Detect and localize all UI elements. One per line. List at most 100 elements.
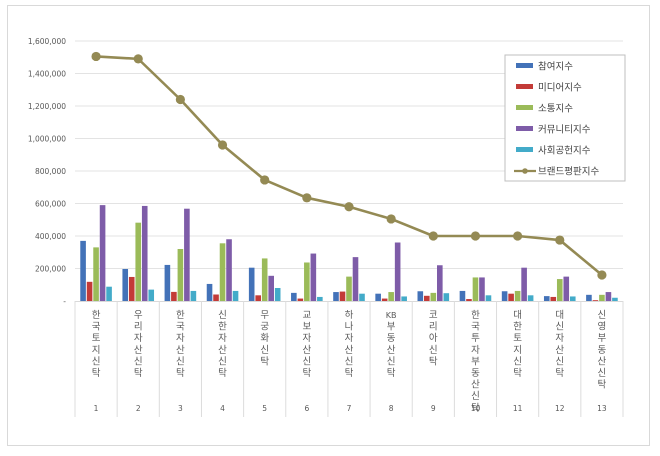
bar	[605, 292, 612, 301]
line-marker	[513, 231, 523, 241]
bar	[177, 249, 184, 301]
bar-series	[80, 205, 618, 301]
category-number: 9	[431, 404, 436, 413]
legend-swatch	[516, 63, 533, 68]
line-series-brand-reputation	[91, 51, 607, 280]
line-marker	[91, 51, 101, 62]
bar	[586, 294, 592, 301]
bar	[424, 295, 430, 301]
bar	[232, 290, 239, 301]
bar	[333, 292, 339, 301]
bar	[164, 264, 171, 301]
bar	[556, 279, 563, 301]
bar	[417, 291, 424, 301]
category-number: 11	[513, 404, 523, 413]
x-axis: 한 국 토 지 신 탁 1 우 리 자 산 신 탁 2 한 국 자 산 신 탁 3 신 한 자 산 신 탁 4 무 궁 화 신 탁 5 교 보 자 산 신 탁…	[74, 301, 624, 417]
y-tick-label: 1,000,000	[28, 135, 66, 144]
line-marker	[217, 140, 228, 150]
y-tick-label: -	[63, 297, 66, 306]
category-number: 10	[471, 404, 481, 413]
bar-group	[122, 205, 155, 301]
bar	[501, 291, 508, 301]
category-number: 13	[597, 404, 607, 413]
bar	[352, 257, 359, 301]
category-number: 2	[136, 404, 141, 413]
legend-item: 소통지수	[516, 104, 573, 115]
bar-group	[586, 292, 618, 301]
line-marker	[386, 214, 396, 224]
legend-label: 사회공헌지수	[538, 146, 591, 157]
y-tick-label: 400,000	[35, 232, 66, 241]
legend-label: 커뮤니티지수	[538, 125, 591, 136]
bar	[346, 276, 352, 301]
legend-label: 미디어지수	[538, 83, 582, 94]
bar	[375, 293, 381, 301]
y-tick-label: 1,400,000	[28, 70, 66, 79]
legend-item: 사회공헌지수	[516, 146, 591, 157]
y-tick-label: 600,000	[35, 200, 66, 209]
category-label: KB 부 동 산 신 탁	[386, 311, 397, 379]
line-marker	[133, 54, 143, 64]
y-axis: - 200,000 400,000 600,000 800,000 1,000,000 1,…	[28, 37, 66, 306]
bar	[543, 296, 550, 301]
legend-label: 소통지수	[538, 104, 573, 115]
legend-box	[504, 54, 626, 182]
category-number: 6	[304, 404, 309, 413]
bar	[430, 292, 437, 301]
bar	[122, 268, 129, 301]
bar	[268, 275, 274, 301]
legend-swatch	[516, 84, 533, 89]
bar-group	[459, 277, 492, 301]
bar-group	[417, 265, 450, 301]
line-marker	[470, 231, 481, 241]
bar	[563, 276, 570, 301]
bar	[550, 296, 557, 301]
bar	[128, 276, 135, 301]
y-tick-label: 1,200,000	[28, 102, 66, 111]
category-number: 1	[94, 404, 99, 413]
bar	[184, 208, 190, 301]
line-marker	[260, 175, 270, 185]
bar	[213, 294, 219, 301]
bar	[190, 290, 197, 301]
legend-swatch	[516, 126, 533, 131]
bar	[274, 288, 281, 301]
legend-item: 미디어지수	[516, 83, 582, 94]
bar	[93, 247, 99, 301]
bar	[310, 253, 317, 301]
bar	[401, 296, 407, 301]
category-number: 3	[178, 404, 183, 413]
bar	[261, 258, 268, 301]
line-marker	[344, 202, 354, 212]
category-number: 5	[262, 404, 267, 413]
bar	[437, 265, 443, 301]
line-marker	[175, 94, 185, 105]
bar-group	[375, 242, 407, 301]
bar-group	[164, 208, 197, 301]
line-marker	[597, 270, 607, 280]
y-tick-label: 200,000	[35, 265, 66, 274]
bar	[599, 294, 605, 301]
legend-label: 참여지수	[538, 61, 573, 73]
bar	[443, 293, 450, 301]
bar	[148, 289, 155, 301]
bar-group	[206, 239, 239, 301]
y-tick-label: 1,600,000	[28, 37, 66, 46]
bar	[248, 267, 255, 301]
bar	[508, 293, 514, 301]
bar	[472, 277, 479, 301]
bar	[569, 296, 576, 301]
bar-group	[501, 267, 534, 301]
bar	[99, 205, 106, 301]
bar	[521, 267, 527, 301]
category-number: 7	[347, 404, 352, 413]
legend-swatch	[516, 147, 533, 152]
